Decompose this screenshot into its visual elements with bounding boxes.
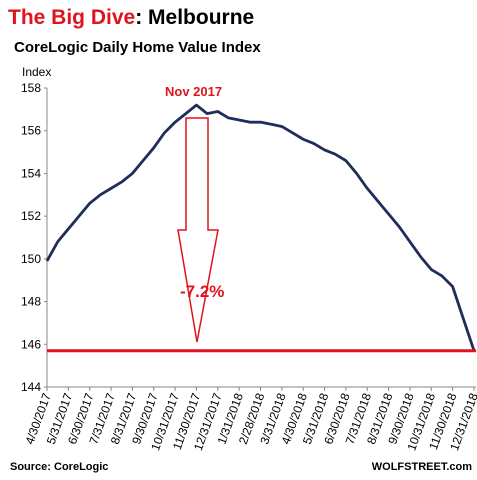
y-tick-label: 156 — [21, 124, 41, 138]
y-tick-label: 150 — [21, 252, 41, 266]
y-tick-label: 144 — [21, 380, 41, 394]
y-axis-label: Index — [22, 65, 51, 79]
title-rest: : Melbourne — [135, 6, 254, 29]
y-tick-label: 154 — [21, 166, 41, 180]
y-tick-label: 146 — [21, 337, 41, 351]
annotation: Nov 2017 — [165, 84, 222, 99]
y-tick-label: 152 — [21, 209, 41, 223]
title-highlight: The Big Dive — [8, 6, 135, 29]
y-tick-label: 148 — [21, 295, 41, 309]
arrow — [177, 117, 219, 343]
chart-title: The Big Dive: Melbourne — [8, 6, 254, 29]
line — [45, 103, 476, 352]
chart-subtitle: CoreLogic Daily Home Value Index — [14, 39, 261, 56]
credit: WOLFSTREET.com — [372, 461, 472, 473]
annotation: -7.2% — [180, 282, 224, 301]
source: Source: CoreLogic — [10, 461, 108, 473]
y-tick-label: 158 — [21, 81, 41, 95]
